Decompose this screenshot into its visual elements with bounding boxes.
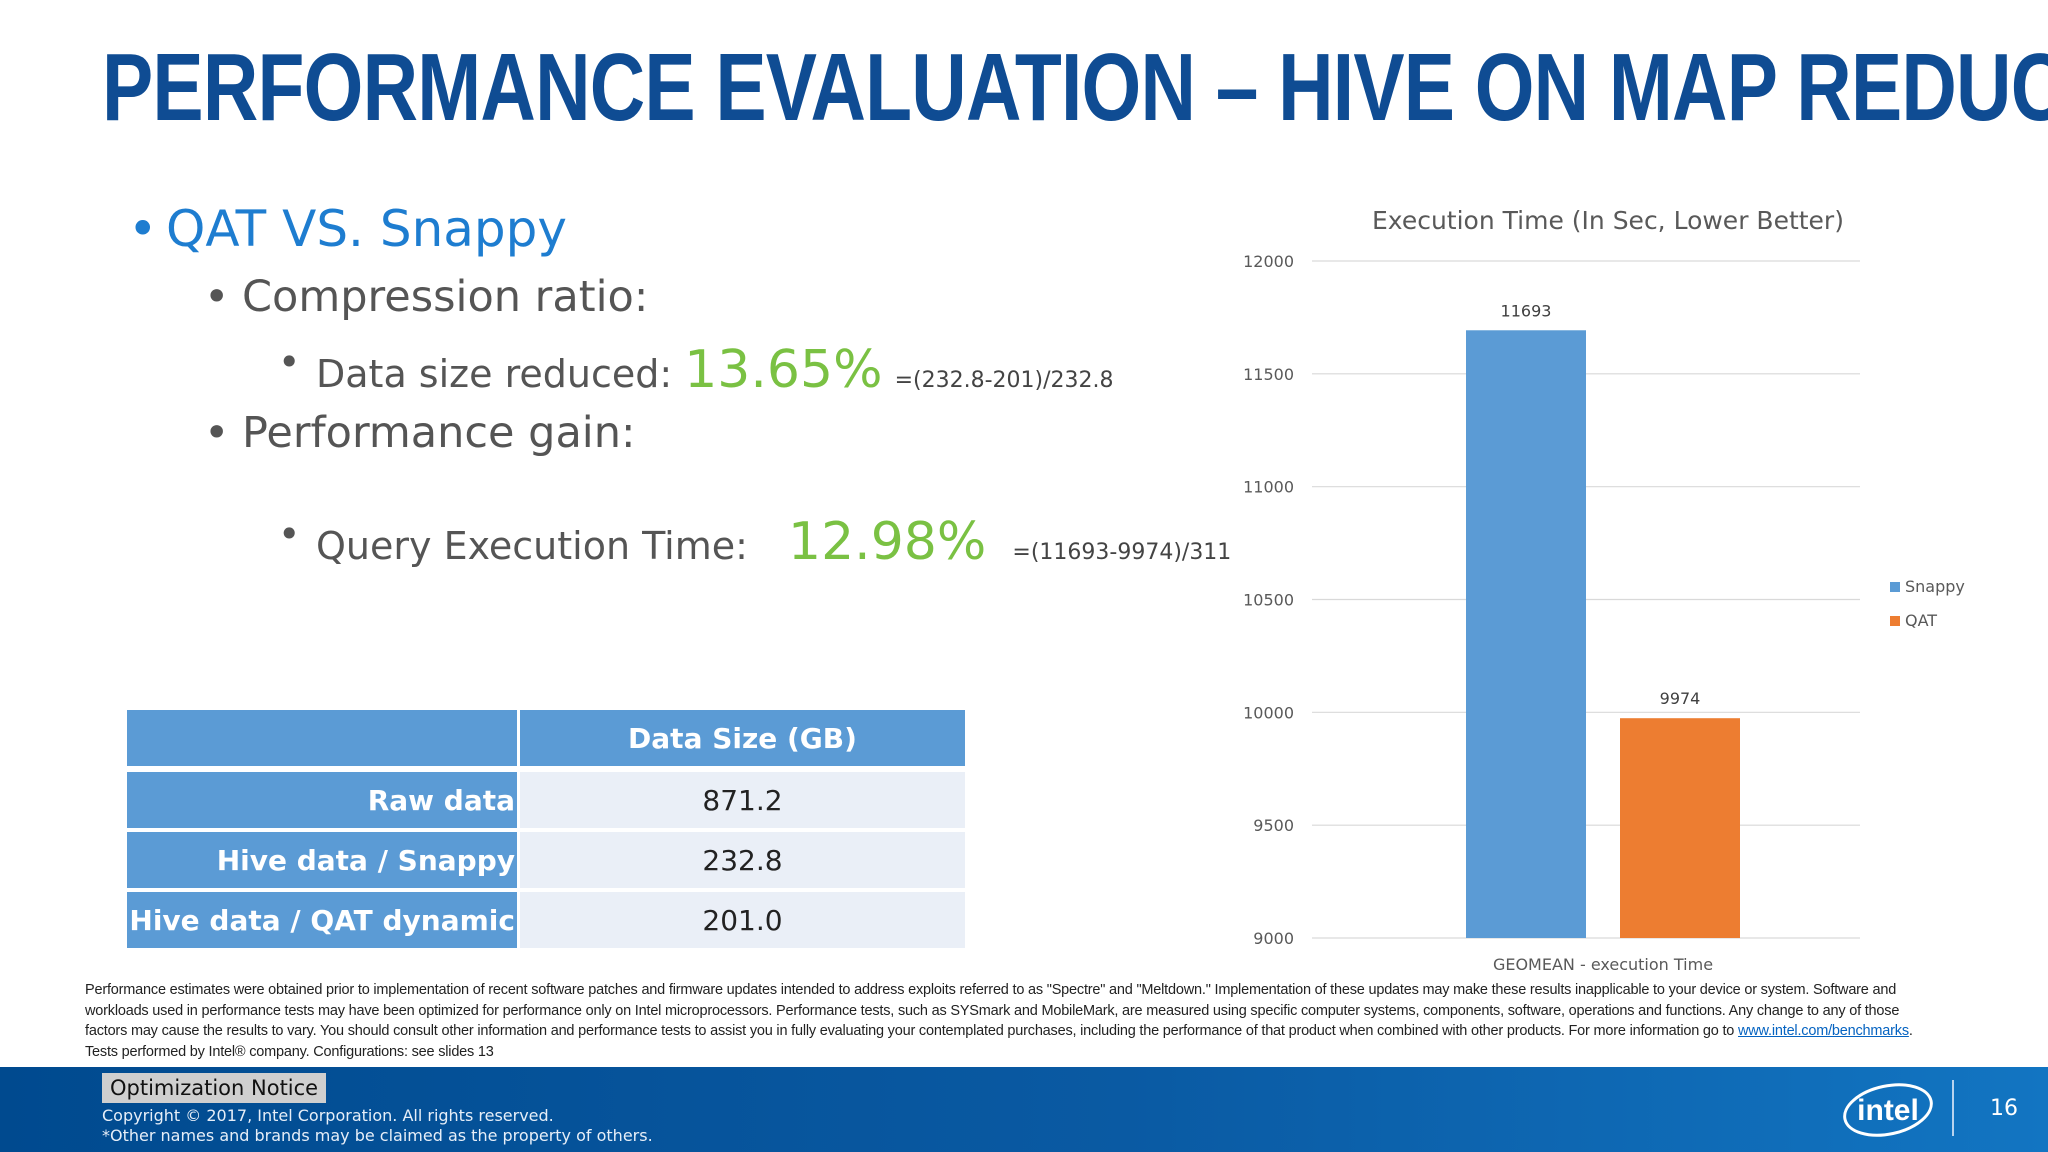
intel-logo-icon: intel	[1843, 1083, 1933, 1137]
y-tick-label: 12000	[1243, 252, 1294, 271]
table-header-row: Data Size (GB)	[127, 710, 965, 772]
legend-swatch	[1890, 582, 1900, 592]
performance-disclaimer: Performance estimates were obtained prio…	[85, 980, 1915, 1062]
query-value: 12.98%	[788, 512, 987, 572]
bullet-dot: •	[278, 512, 301, 556]
bullet-compression-ratio: • Compression ratio:	[204, 272, 649, 322]
y-tick-label: 11000	[1243, 478, 1294, 497]
benchmarks-link[interactable]: www.intel.com/benchmarks	[1738, 1023, 1909, 1039]
bullet-qat-vs-snappy: • QAT VS. Snappy	[128, 200, 567, 258]
y-tick-label: 11500	[1243, 365, 1294, 384]
bullet-dot: •	[204, 272, 230, 322]
data-size-value: 13.65%	[684, 340, 883, 400]
table-row: Raw data 871.2	[127, 772, 965, 832]
table-row-value: 871.2	[520, 772, 965, 832]
bullet-data-size-reduced: • Data size reduced: 13.65% =(232.8-201)…	[278, 340, 1114, 400]
table-row-label: Raw data	[127, 772, 520, 832]
bullet-label: Compression ratio:	[242, 272, 649, 322]
intel-logo-text: intel	[1857, 1094, 1919, 1127]
data-label: 9974	[1660, 689, 1701, 708]
y-tick-label: 9500	[1253, 816, 1294, 835]
footer-divider	[1952, 1080, 1954, 1136]
bullet-query-execution-time: • Query Execution Time: 12.98% =(11693-9…	[278, 512, 1232, 572]
y-tick-label: 10500	[1243, 591, 1294, 610]
bullet-dot: •	[128, 200, 158, 258]
footer-bar	[0, 1067, 2048, 1152]
table-row-label: Hive data / QAT dynamic	[127, 892, 520, 952]
bullet-label: QAT VS. Snappy	[166, 200, 567, 258]
bullet-dot: •	[204, 408, 230, 458]
table-row: Hive data / Snappy 232.8	[127, 832, 965, 892]
data-label: 11693	[1501, 301, 1552, 320]
optimization-notice-button[interactable]: Optimization Notice	[102, 1073, 327, 1103]
bullet-label: Query Execution Time:	[316, 524, 748, 568]
bullet-label: Performance gain:	[242, 408, 636, 458]
table-row-value: 232.8	[520, 832, 965, 892]
x-category-label: GEOMEAN - execution Time	[1493, 955, 1713, 974]
y-tick-label: 9000	[1253, 929, 1294, 948]
legend-label: Snappy	[1905, 577, 1965, 596]
bar-qat	[1620, 718, 1740, 938]
execution-time-chart: Execution Time (In Sec, Lower Better) 900…	[1243, 206, 1965, 974]
table-row: Hive data / QAT dynamic 201.0	[127, 892, 965, 952]
slide-title: PERFORMANCE EVALUATION – HIVE ON MAP RED…	[102, 34, 2048, 141]
data-size-formula: =(232.8-201)/232.8	[894, 368, 1114, 393]
copyright-text: Copyright © 2017, Intel Corporation. All…	[102, 1106, 554, 1125]
bullet-performance-gain: • Performance gain:	[204, 408, 636, 458]
data-size-table: Data Size (GB) Raw data 871.2 Hive data …	[127, 710, 965, 952]
table-header-data-size: Data Size (GB)	[520, 710, 965, 772]
chart-title: Execution Time (In Sec, Lower Better)	[1372, 206, 1844, 235]
table-header-empty	[127, 710, 520, 772]
footer-copyright: Copyright © 2017, Intel Corporation. All…	[102, 1106, 653, 1146]
y-tick-label: 10000	[1243, 703, 1294, 722]
legend-swatch	[1890, 616, 1900, 626]
page-number: 16	[1990, 1096, 2018, 1121]
query-formula: =(11693-9974)/311	[1012, 540, 1232, 565]
disclaimer-text-end: . Tests performed by Intel® company. Con…	[85, 1023, 1913, 1060]
bar-snappy	[1466, 330, 1586, 938]
legend-label: QAT	[1905, 611, 1937, 630]
bullet-label: Data size reduced:	[316, 352, 685, 396]
bullet-dot: •	[278, 340, 301, 384]
disclaimer-text: Performance estimates were obtained prio…	[85, 982, 1900, 1039]
table-row-value: 201.0	[520, 892, 965, 952]
brands-text: *Other names and brands may be claimed a…	[102, 1126, 653, 1145]
table-row-label: Hive data / Snappy	[127, 832, 520, 892]
